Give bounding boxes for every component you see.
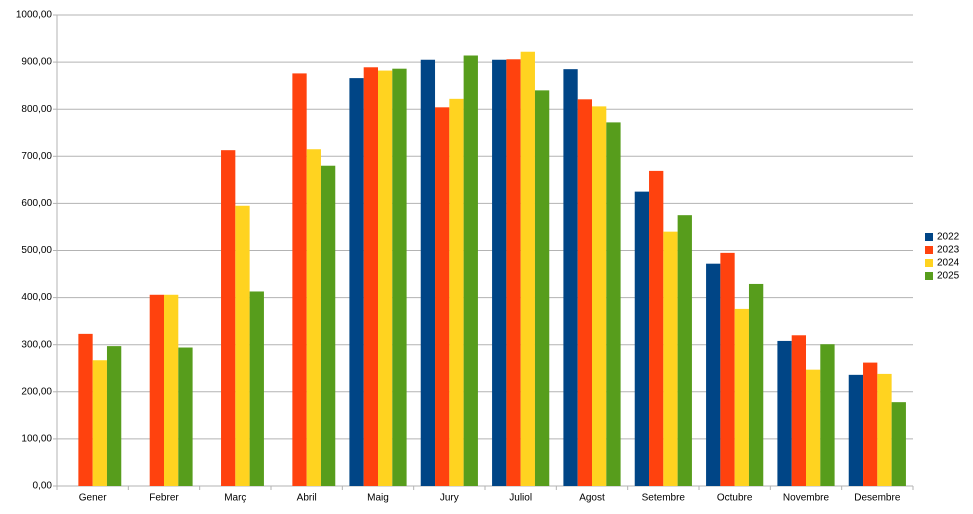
bar [748, 283, 764, 486]
legend-label: 2022 [937, 232, 960, 243]
bar [649, 170, 664, 486]
bar [78, 333, 93, 486]
bar [392, 68, 407, 486]
bar [677, 215, 692, 487]
x-tick-label: Juliol [509, 493, 532, 504]
bar [420, 59, 436, 487]
x-tick-label: Desembre [854, 493, 901, 504]
bar [221, 150, 236, 486]
bar [577, 99, 592, 487]
legend-label: 2025 [937, 271, 960, 282]
x-tick-label: Novembre [783, 493, 830, 504]
bar [592, 106, 607, 487]
bar [349, 78, 364, 486]
bar [891, 402, 906, 486]
bar [634, 191, 650, 486]
y-tick-label: 1000,00 [16, 10, 53, 21]
y-tick-label: 100,00 [21, 434, 52, 445]
bar [492, 59, 507, 487]
bar [820, 344, 835, 486]
y-tick-label: 700,00 [21, 151, 52, 162]
x-tick-label: Maig [367, 493, 389, 504]
bar [534, 90, 550, 487]
legend-swatch [925, 259, 933, 267]
bar [149, 294, 164, 486]
bar [164, 294, 179, 486]
bar [848, 374, 864, 486]
bar [249, 291, 264, 486]
bar [292, 73, 307, 487]
bar [463, 55, 478, 486]
bar [435, 107, 450, 486]
bar [706, 263, 721, 486]
bar [378, 70, 393, 486]
bar [791, 335, 806, 486]
x-tick-label: Abril [297, 493, 317, 504]
bar [777, 340, 792, 486]
legend-swatch [925, 246, 933, 254]
legend-swatch [925, 272, 933, 280]
legend-label: 2024 [937, 258, 960, 269]
bar [506, 59, 521, 487]
bar [320, 165, 336, 486]
x-tick-label: Gener [79, 493, 107, 504]
bar [563, 69, 578, 486]
y-tick-label: 600,00 [21, 198, 52, 209]
bar [106, 346, 122, 486]
legend-swatch [925, 233, 933, 241]
bar [449, 98, 464, 486]
x-tick-label: Agost [579, 493, 605, 504]
bar [306, 149, 321, 487]
x-tick-label: Març [224, 493, 246, 504]
bar [92, 360, 107, 486]
x-tick-label: Octubre [717, 493, 753, 504]
bar [720, 252, 735, 486]
y-tick-label: 300,00 [21, 339, 52, 350]
bar [663, 231, 678, 486]
bar [363, 67, 378, 486]
x-tick-label: Febrer [149, 493, 179, 504]
x-tick-label: Setembre [642, 493, 686, 504]
bar [235, 205, 250, 486]
bar [606, 122, 621, 486]
y-tick-label: 500,00 [21, 245, 52, 256]
y-tick-label: 400,00 [21, 292, 52, 303]
y-tick-label: 800,00 [21, 104, 52, 115]
bar [863, 362, 878, 486]
bar [806, 369, 821, 486]
legend-label: 2023 [937, 245, 960, 256]
y-tick-label: 900,00 [21, 57, 52, 68]
bar [520, 51, 535, 486]
y-tick-label: 200,00 [21, 386, 52, 397]
y-tick-label: 0,00 [33, 481, 53, 492]
bar [178, 347, 193, 486]
bar [734, 308, 749, 486]
bar [877, 373, 892, 486]
x-tick-label: Jury [440, 493, 459, 504]
